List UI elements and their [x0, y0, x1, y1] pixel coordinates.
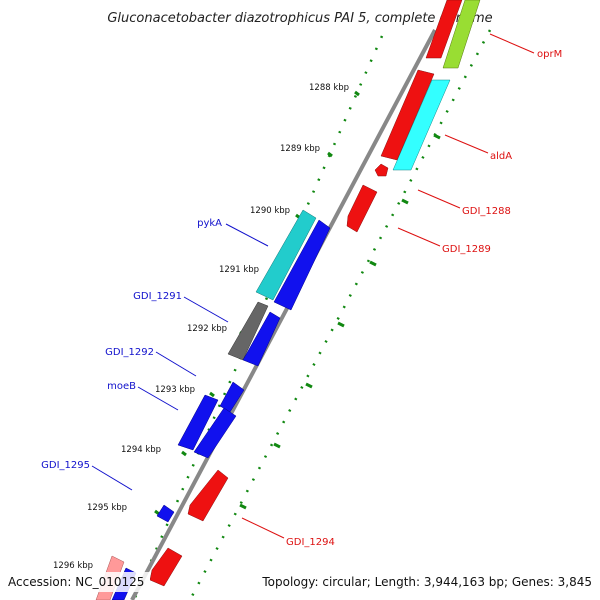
leader-line — [444, 134, 489, 154]
leader-line — [397, 227, 441, 247]
leader-line — [489, 33, 535, 54]
gene-GDI_1295[interactable] — [156, 504, 175, 523]
leader-line — [155, 351, 197, 377]
gene-label-GDI_1289[interactable]: GDI_1289 — [442, 244, 491, 255]
gene-moeB[interactable] — [177, 394, 219, 451]
kbp-label: 1288 kbp — [309, 83, 349, 93]
gene-oprM-red[interactable] — [425, 0, 463, 59]
gene-label-moeB[interactable]: moeB — [107, 381, 136, 392]
leader-line — [225, 223, 269, 247]
gene-GDI_1288[interactable] — [374, 163, 389, 177]
kbp-label: 1289 kbp — [280, 144, 320, 154]
gene-GDI_1292[interactable] — [242, 311, 281, 367]
gene-oprM-lime[interactable] — [442, 0, 481, 69]
gene-blue-pykA-adjacent[interactable] — [273, 219, 331, 311]
gene-label-oprM[interactable]: oprM — [537, 49, 562, 60]
accession-text: Accession: NC_010125 — [8, 575, 144, 589]
gene-aldA[interactable] — [380, 69, 435, 161]
gene-label-GDI_1288[interactable]: GDI_1288 — [462, 206, 511, 217]
inner-tick-track — [188, 29, 492, 600]
gene-label-aldA[interactable]: aldA — [490, 151, 512, 162]
gene-label-GDI_1294[interactable]: GDI_1294 — [286, 537, 335, 548]
leader-line — [137, 386, 179, 411]
leader-line — [241, 517, 285, 539]
kbp-label: 1292 kbp — [187, 324, 227, 334]
gene-label-pykA[interactable]: pykA — [197, 218, 222, 229]
gene-cyan-bright[interactable] — [392, 79, 451, 171]
kbp-label: 1291 kbp — [219, 265, 259, 275]
topology-text: Topology: circular; Length: 3,944,163 bp… — [261, 575, 592, 589]
genome-backbone — [130, 29, 437, 600]
gene-label-GDI_1295[interactable]: GDI_1295 — [41, 460, 90, 471]
leader-line — [91, 465, 133, 491]
inner-tick-marks — [239, 133, 441, 510]
kbp-label: 1296 kbp — [53, 561, 93, 571]
gene-red-lower[interactable] — [149, 547, 183, 587]
gene-pykA[interactable] — [255, 209, 317, 301]
kbp-label: 1293 kbp — [155, 385, 195, 395]
leader-line — [417, 189, 461, 209]
leader-line — [183, 296, 229, 323]
kbp-label: 1294 kbp — [121, 445, 161, 455]
kbp-label: 1290 kbp — [250, 206, 290, 216]
gene-label-GDI_1291[interactable]: GDI_1291 — [133, 291, 182, 302]
gene-label-GDI_1292[interactable]: GDI_1292 — [105, 347, 154, 358]
footer-accession-bg — [4, 572, 150, 592]
gene-GDI_1289[interactable] — [346, 184, 378, 233]
gene-GDI_1294[interactable] — [187, 469, 229, 522]
kbp-label: 1295 kbp — [87, 503, 127, 513]
footer-topology-bg — [258, 572, 596, 592]
gene-blue-moeB-adjacent[interactable] — [193, 407, 237, 459]
map-title: Gluconacetobacter diazotrophicus PAI 5, … — [107, 11, 492, 26]
